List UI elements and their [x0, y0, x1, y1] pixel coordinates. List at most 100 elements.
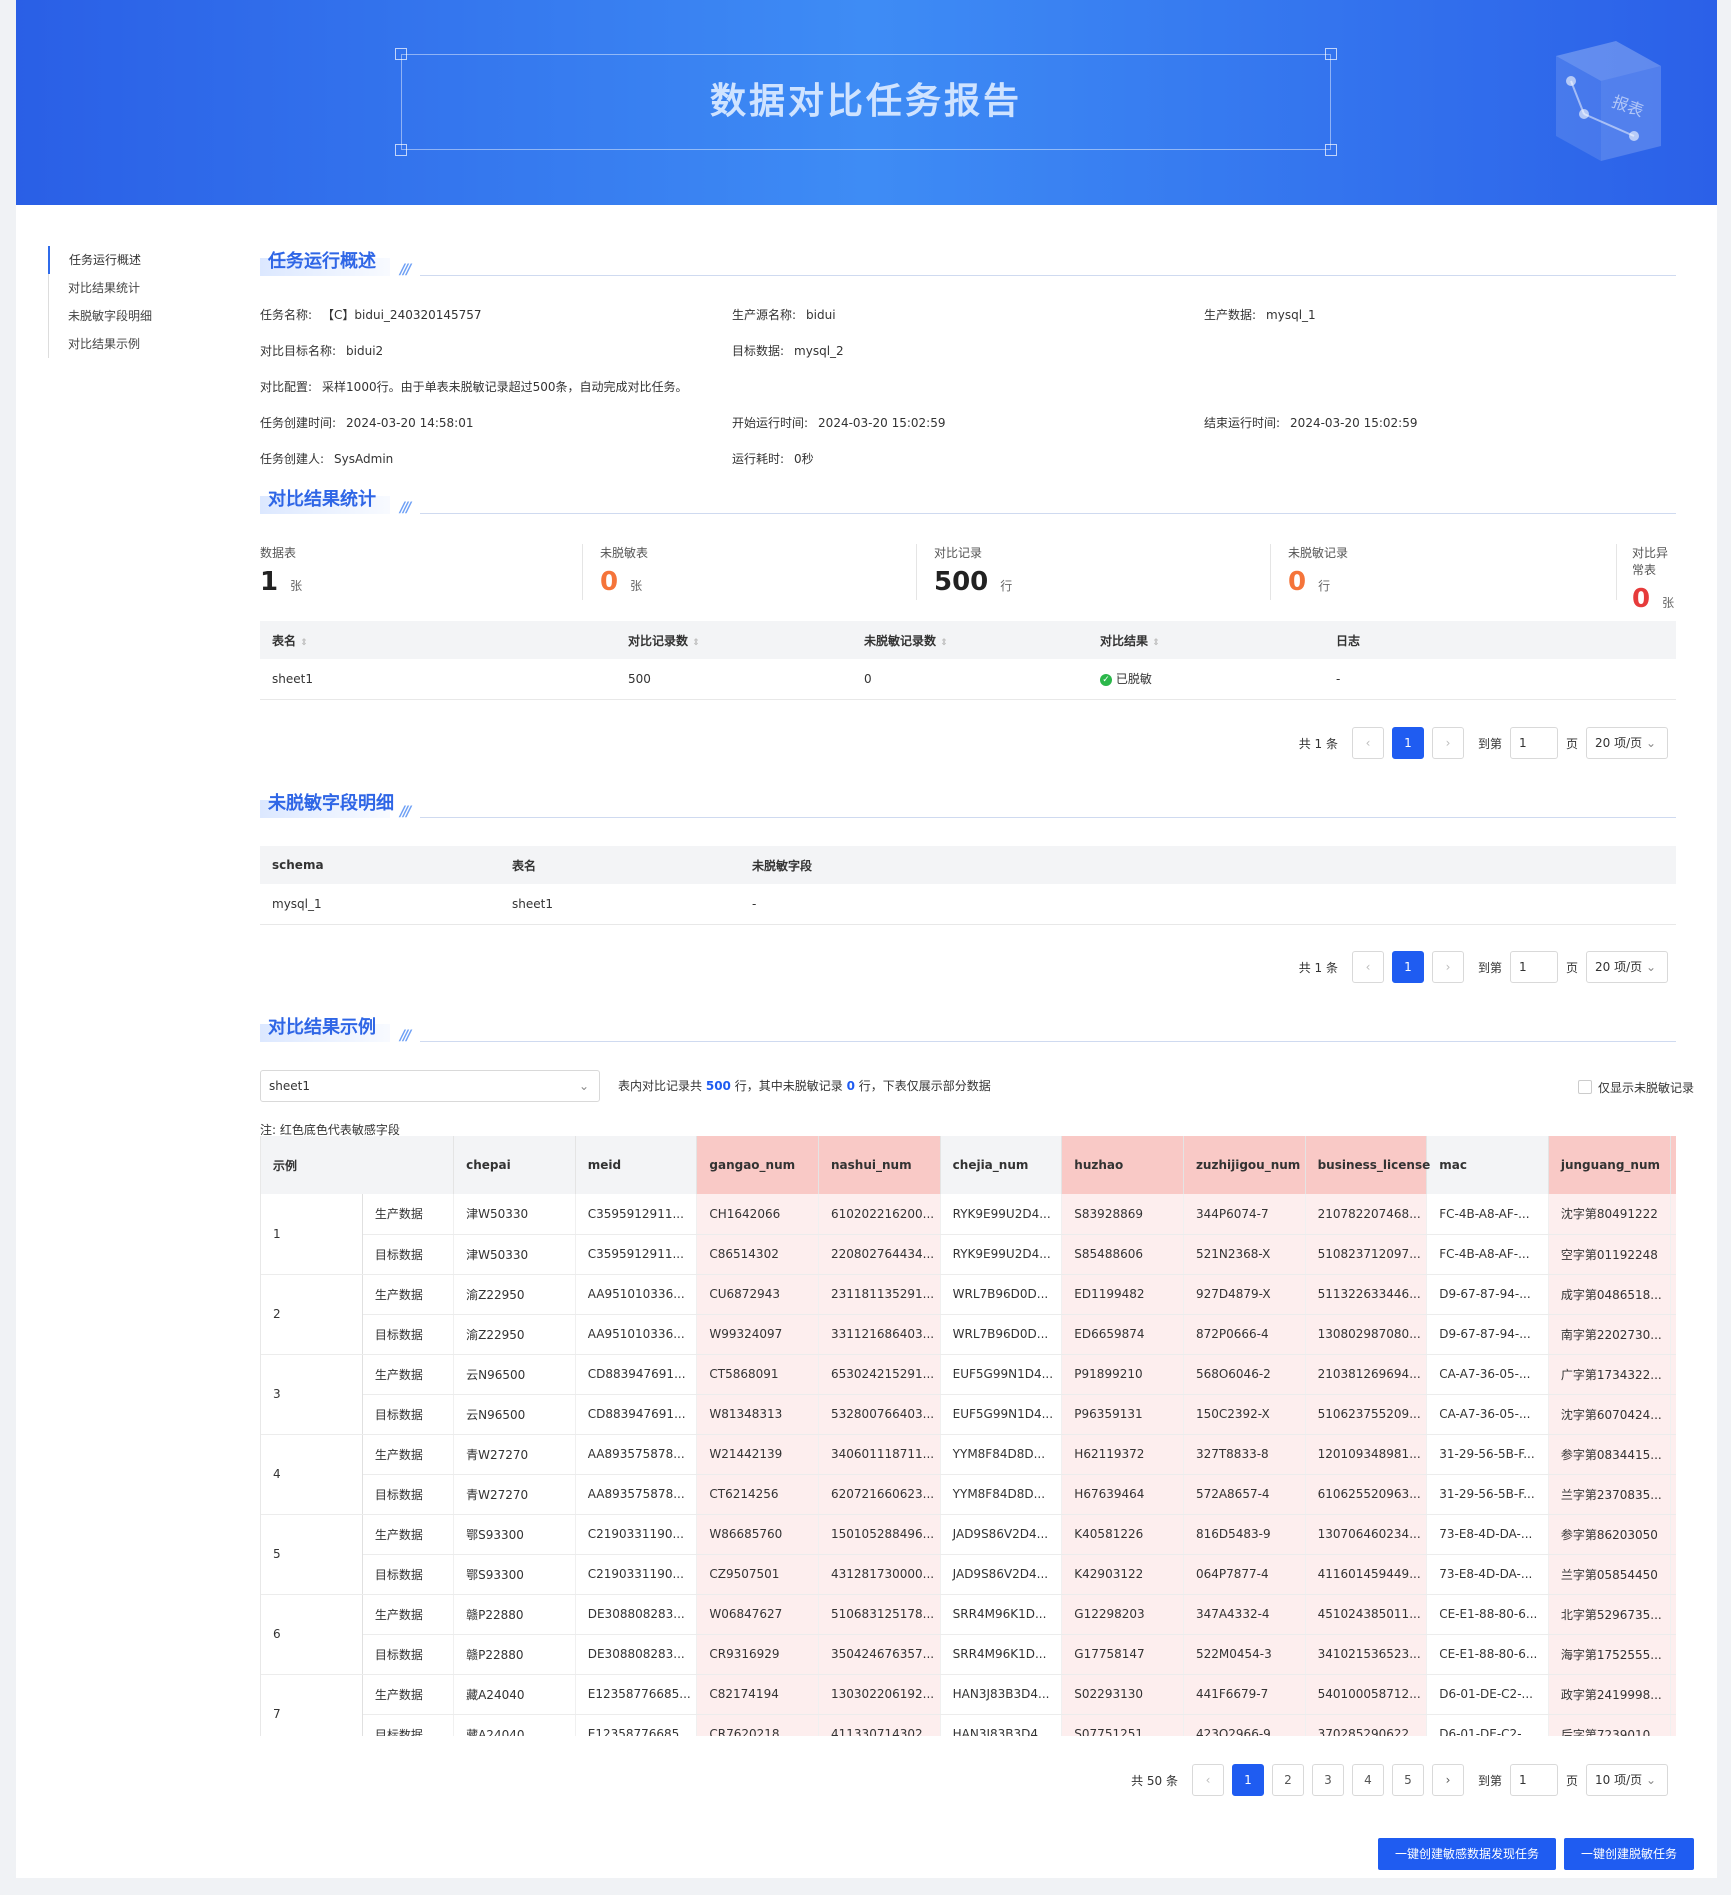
- table-cell: 73-E8-4D-DA-...: [1426, 1514, 1549, 1555]
- table-cell: 522M0454-3: [1183, 1634, 1306, 1675]
- col-header-result[interactable]: 对比结果 ⇕: [1088, 621, 1324, 659]
- next-page-button[interactable]: ›: [1431, 1764, 1464, 1796]
- table-cell: AA893575878...: [575, 1434, 698, 1475]
- table-cell: 沈字第6070424...: [1548, 1394, 1671, 1435]
- example-index: 4: [261, 1434, 363, 1515]
- table-cell: G12298203: [1061, 1594, 1184, 1635]
- table-cell: 鄂S93300: [453, 1514, 576, 1555]
- table-cell: 云N96500: [453, 1394, 576, 1435]
- page-size-select[interactable]: 20 项/页 ⌄: [1586, 727, 1668, 759]
- sidebar-item-unmasked-fields[interactable]: 未脱敏字段明细: [48, 302, 208, 330]
- table-row: 3 生产数据 云N96500 CD883947691... CT5868091 65302…: [261, 1354, 1676, 1435]
- table-cell: C2190331190...: [575, 1554, 698, 1595]
- table-cell: CD883947691...: [575, 1394, 698, 1435]
- table-cell: 津W50330: [453, 1234, 576, 1275]
- duration-row: 运行耗时: 0秒: [732, 452, 814, 466]
- page-button[interactable]: 1: [1391, 951, 1424, 983]
- next-page-button[interactable]: ›: [1431, 951, 1464, 983]
- table-cell: SRR4M96K1D...: [940, 1634, 1063, 1675]
- section-title: 对比结果统计: [268, 489, 376, 510]
- goto-page-input[interactable]: 1: [1509, 727, 1558, 759]
- goto-page-input[interactable]: 1: [1509, 951, 1558, 983]
- row-type-label: 目标数据: [362, 1634, 455, 1675]
- table-cell: 210381269694...: [1305, 1354, 1428, 1395]
- stat-records: 对比记录 500 行: [934, 546, 1013, 597]
- row-type-label: 目标数据: [362, 1474, 455, 1515]
- table-cell: 411601459449...: [1305, 1554, 1428, 1595]
- table-cell: C2190331190...: [575, 1514, 698, 1555]
- prev-page-button[interactable]: ‹: [1351, 727, 1384, 759]
- table-row: 5 生产数据 鄂S93300 C2190331190... W86685760 15010…: [261, 1514, 1676, 1595]
- table-cell: 62: [1670, 1554, 1676, 1595]
- page-button[interactable]: 4: [1351, 1764, 1384, 1796]
- create-masking-task-button[interactable]: 一键创建脱敏任务: [1564, 1838, 1694, 1870]
- sidebar-item-overview[interactable]: 任务运行概述: [48, 246, 208, 274]
- example-index: 1: [261, 1194, 363, 1275]
- report-book-icon: 报表: [1556, 41, 1661, 161]
- stat-unmasked-tables: 未脱敏表 0 张: [600, 546, 649, 597]
- table-row: 4 生产数据 青W27270 AA893575878... W21442139 34060…: [261, 1434, 1676, 1515]
- col-header-chejia_num: chejia_num: [940, 1136, 1063, 1194]
- table-cell: 62: [1670, 1314, 1676, 1355]
- col-header-unmasked-count[interactable]: 未脱敏记录数 ⇕: [852, 621, 1088, 659]
- table-cell: 参字第0834415...: [1548, 1434, 1671, 1475]
- page-size-select[interactable]: 10 项/页 ⌄: [1586, 1764, 1668, 1796]
- examples-table-scroll[interactable]: 示例 chepai meid gangao_num nashui_num chejia_n…: [260, 1136, 1676, 1736]
- table-cell: 816D5483-9: [1183, 1514, 1306, 1555]
- table-cell: 海字第1752555...: [1548, 1634, 1671, 1675]
- source-name-row: 生产源名称: bidui: [732, 308, 836, 322]
- table-cell: 62: [1670, 1474, 1676, 1515]
- col-header-record-count[interactable]: 对比记录数 ⇕: [616, 621, 852, 659]
- page-button[interactable]: 3: [1311, 1764, 1344, 1796]
- next-page-button[interactable]: ›: [1431, 727, 1464, 759]
- prev-page-button[interactable]: ‹: [1191, 1764, 1224, 1796]
- row-type-label: 生产数据: [362, 1194, 455, 1235]
- table-row: 目标数据 藏A24040 E12358776685... CR7620218 41133…: [261, 1714, 1676, 1736]
- table-cell: 423O2966-9: [1183, 1714, 1306, 1736]
- table-cell: 藏A24040: [453, 1674, 576, 1715]
- table-cell: 331121686403...: [818, 1314, 941, 1355]
- report-banner: 数据对比任务报告 报表: [16, 0, 1717, 205]
- section-header-stats: 对比结果统计///: [260, 486, 1676, 522]
- chevron-down-icon: ⌄: [1645, 1773, 1657, 1787]
- sidebar-item-examples[interactable]: 对比结果示例: [48, 330, 208, 358]
- page-size-select[interactable]: 20 项/页 ⌄: [1586, 951, 1668, 983]
- create-discovery-task-button[interactable]: 一键创建敏感数据发现任务: [1378, 1838, 1556, 1870]
- section-header-examples: 对比结果示例///: [260, 1014, 1676, 1050]
- only-unmasked-checkbox[interactable]: [1578, 1080, 1592, 1094]
- table-cell: JAD9S86V2D4...: [940, 1554, 1063, 1595]
- table-cell: H62119372: [1061, 1434, 1184, 1475]
- table-cell: 441F6679-7: [1183, 1674, 1306, 1715]
- col-header-nashui_num: nashui_num: [818, 1136, 941, 1194]
- table-cell: WRL7B96D0D...: [940, 1314, 1063, 1355]
- table-cell: CR9316929: [696, 1634, 820, 1675]
- table-cell: 62: [1670, 1394, 1676, 1435]
- section-title: 任务运行概述: [268, 251, 376, 272]
- page-button[interactable]: 5: [1391, 1764, 1424, 1796]
- examples-table: 示例 chepai meid gangao_num nashui_num chejia_n…: [261, 1136, 1676, 1736]
- table-cell: 341021536523...: [1305, 1634, 1428, 1675]
- prev-page-button[interactable]: ‹: [1351, 951, 1384, 983]
- col-header-junguang_num: junguang_num: [1548, 1136, 1671, 1194]
- table-select[interactable]: sheet1 ⌄: [260, 1070, 600, 1102]
- table-cell: 藏A24040: [453, 1714, 576, 1736]
- table-cell: 津W50330: [453, 1194, 576, 1235]
- table-cell: DE308808283...: [575, 1634, 698, 1675]
- goto-page-input[interactable]: 1: [1509, 1764, 1558, 1796]
- page-button[interactable]: 1: [1391, 727, 1424, 759]
- col-header-table-name[interactable]: 表名 ⇕: [260, 621, 616, 659]
- check-circle-icon: ✓: [1100, 673, 1112, 686]
- stat-abnormal: 对比异常表 0 张: [1632, 546, 1675, 614]
- page-button[interactable]: 2: [1271, 1764, 1304, 1796]
- table-cell: 511322633446...: [1305, 1274, 1428, 1315]
- row-type-label: 目标数据: [362, 1234, 455, 1275]
- table-row: 1 生产数据 津W50330 C3595912911... CH1642066 61020…: [261, 1194, 1676, 1275]
- table-cell: 370285290622...: [1305, 1714, 1428, 1736]
- sidebar-item-stats[interactable]: 对比结果统计: [48, 274, 208, 302]
- sidebar-nav: 任务运行概述 对比结果统计 未脱敏字段明细 对比结果示例: [48, 246, 208, 358]
- page-button[interactable]: 1: [1231, 1764, 1264, 1796]
- table-row: mysql_1 sheet1 -: [260, 884, 1676, 925]
- row-type-label: 目标数据: [362, 1714, 455, 1736]
- table-row: 目标数据 鄂S93300 C2190331190... CZ9507501 431281…: [261, 1554, 1676, 1595]
- table-cell: 青W27270: [453, 1474, 576, 1515]
